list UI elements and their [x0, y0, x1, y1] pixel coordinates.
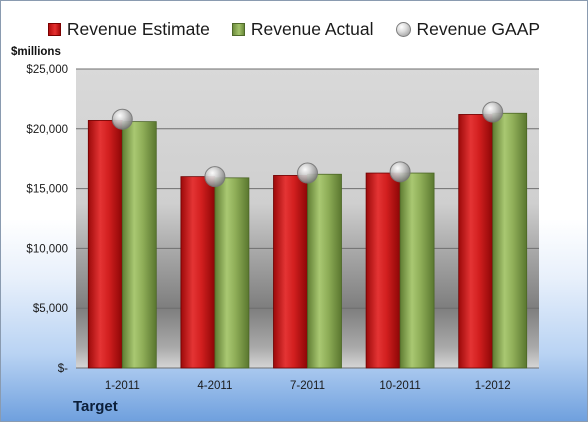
- x-tick-label: 1-2011: [105, 380, 140, 392]
- revenue-gaap-marker: [297, 162, 318, 184]
- revenue-estimate-bar: [180, 176, 216, 369]
- legend-label-revenue-actual: Revenue Actual: [250, 18, 374, 39]
- revenue-gaap-marker: [204, 166, 226, 188]
- legend-item-revenue-estimate: Revenue Estimate: [47, 18, 210, 40]
- y-axis-unit-label: $millions: [11, 46, 61, 58]
- y-tick-label: $10,000: [26, 243, 68, 255]
- y-tick-label: $-: [58, 363, 68, 375]
- revenue-estimate-bar: [87, 120, 123, 369]
- legend-item-revenue-actual: Revenue Actual: [231, 18, 374, 40]
- revenue-estimate-bar: [273, 175, 308, 369]
- revenue-estimate-bar: [365, 172, 401, 369]
- revenue-actual-bar: [214, 177, 250, 369]
- revenue-gaap-marker: [482, 101, 504, 123]
- y-tick-label: $15,000: [26, 184, 68, 196]
- revenue-gaap-marker: [389, 161, 411, 183]
- y-tick-label: $5,000: [33, 303, 68, 315]
- revenue-actual-bar: [492, 112, 528, 369]
- revenue-actual-bar: [399, 172, 435, 369]
- y-tick-label: $25,000: [26, 64, 68, 76]
- x-axis-ticks: 1-2011 4-2011 7-2011 10-2011 1-2012: [105, 380, 511, 392]
- legend-swatch-revenue-actual: [231, 22, 245, 36]
- company-label: Target: [73, 398, 118, 415]
- bars: [87, 112, 528, 369]
- legend-label-revenue-estimate: Revenue Estimate: [66, 18, 210, 39]
- y-tick-label: $20,000: [26, 124, 68, 136]
- x-tick-label: 7-2011: [290, 380, 325, 392]
- legend: Revenue Estimate Revenue Actual Revenue …: [1, 17, 587, 41]
- x-tick-label: 4-2011: [197, 380, 232, 392]
- legend-swatch-revenue-estimate: [47, 22, 61, 36]
- revenue-gaap-marker: [111, 108, 133, 130]
- revenue-actual-bar: [121, 121, 157, 369]
- x-tick-label: 1-2012: [475, 380, 511, 392]
- revenue-actual-bar: [307, 173, 342, 369]
- legend-swatch-revenue-gaap: [395, 21, 411, 37]
- legend-label-revenue-gaap: Revenue GAAP: [416, 18, 541, 39]
- y-axis-ticks: $- $5,000 $10,000 $15,000 $20,000 $25,000: [26, 64, 68, 375]
- gaap-markers: [111, 101, 504, 188]
- legend-item-revenue-gaap: Revenue GAAP: [395, 18, 541, 40]
- x-tick-label: 10-2011: [379, 380, 420, 392]
- revenue-estimate-bar: [458, 114, 494, 369]
